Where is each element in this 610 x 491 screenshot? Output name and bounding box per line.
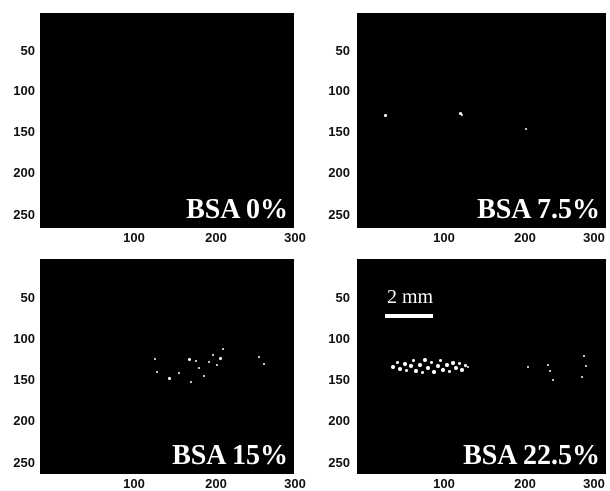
particle	[448, 370, 451, 373]
particle	[418, 363, 422, 367]
particle	[549, 370, 551, 372]
particle	[412, 359, 415, 362]
scale-bar	[385, 314, 433, 318]
particle	[581, 376, 583, 378]
particle	[219, 357, 222, 360]
image-frame: BSA 0%	[40, 13, 294, 228]
particle	[258, 356, 260, 358]
particle	[195, 360, 197, 362]
y-tick: 250	[13, 207, 35, 222]
particle	[464, 364, 467, 367]
panel-label: BSA 7.5%	[477, 194, 600, 225]
particle	[445, 363, 449, 367]
y-tick: 250	[328, 455, 350, 470]
particle	[439, 359, 442, 362]
x-tick: 200	[514, 476, 536, 491]
particle	[441, 368, 445, 372]
particle	[396, 361, 399, 364]
panel-label: BSA 15%	[172, 440, 288, 471]
particle	[398, 367, 402, 371]
particle	[552, 379, 554, 381]
y-tick: 50	[335, 43, 350, 58]
particle	[198, 367, 200, 369]
x-tick: 300	[583, 476, 605, 491]
x-tick: 100	[433, 476, 455, 491]
particle	[426, 366, 430, 370]
panel-label: BSA 0%	[186, 194, 288, 225]
particle	[414, 369, 418, 373]
image-frame: BSA 7.5%	[357, 13, 606, 228]
particle	[203, 375, 205, 377]
particle	[430, 361, 433, 364]
scale-bar-label: 2 mm	[387, 286, 434, 308]
particle	[454, 366, 458, 370]
y-tick: 250	[328, 207, 350, 222]
panel-label: BSA 22.5%	[463, 440, 600, 471]
x-tick: 100	[123, 476, 145, 491]
particle	[216, 364, 218, 366]
y-tick: 150	[13, 372, 35, 387]
particle	[423, 358, 427, 362]
x-tick: 200	[205, 230, 227, 245]
particle	[391, 365, 395, 369]
image-frame: BSA 15%	[40, 259, 294, 474]
x-tick: 200	[514, 230, 536, 245]
y-tick: 100	[328, 83, 350, 98]
particle	[467, 366, 469, 368]
particle	[458, 362, 461, 365]
particle	[222, 348, 224, 350]
particle	[436, 364, 440, 368]
particle	[208, 361, 210, 363]
particle	[461, 114, 463, 116]
y-tick: 200	[13, 413, 35, 428]
particle	[585, 365, 587, 367]
particle	[154, 358, 156, 360]
particle-cluster	[391, 357, 469, 377]
particle	[263, 363, 265, 365]
particle	[156, 371, 158, 373]
y-tick: 50	[20, 43, 35, 58]
particle	[460, 368, 464, 372]
x-tick: 300	[284, 230, 306, 245]
y-tick: 200	[13, 165, 35, 180]
particle	[525, 128, 527, 130]
x-tick: 300	[284, 476, 306, 491]
particle	[451, 361, 455, 365]
x-tick: 100	[433, 230, 455, 245]
y-tick: 50	[20, 290, 35, 305]
particle	[409, 364, 413, 368]
y-tick: 50	[335, 290, 350, 305]
particle	[384, 114, 387, 117]
particle	[190, 381, 192, 383]
y-tick: 100	[13, 331, 35, 346]
y-tick: 100	[328, 331, 350, 346]
particle	[168, 377, 171, 380]
y-tick: 150	[328, 372, 350, 387]
particle	[405, 369, 408, 372]
particle	[421, 371, 424, 374]
particle	[527, 366, 529, 368]
y-tick: 150	[13, 124, 35, 139]
y-tick: 200	[328, 413, 350, 428]
x-tick: 100	[123, 230, 145, 245]
y-tick: 250	[13, 455, 35, 470]
particle	[212, 354, 214, 356]
particle	[188, 358, 191, 361]
particle	[432, 370, 436, 374]
particle	[178, 372, 180, 374]
image-frame: 2 mm	[357, 259, 606, 474]
y-tick: 150	[328, 124, 350, 139]
y-tick: 200	[328, 165, 350, 180]
particle	[403, 362, 407, 366]
particle	[547, 364, 549, 366]
y-tick: 100	[13, 83, 35, 98]
x-tick: 300	[583, 230, 605, 245]
x-tick: 200	[205, 476, 227, 491]
particle	[583, 355, 585, 357]
particle	[459, 112, 462, 115]
